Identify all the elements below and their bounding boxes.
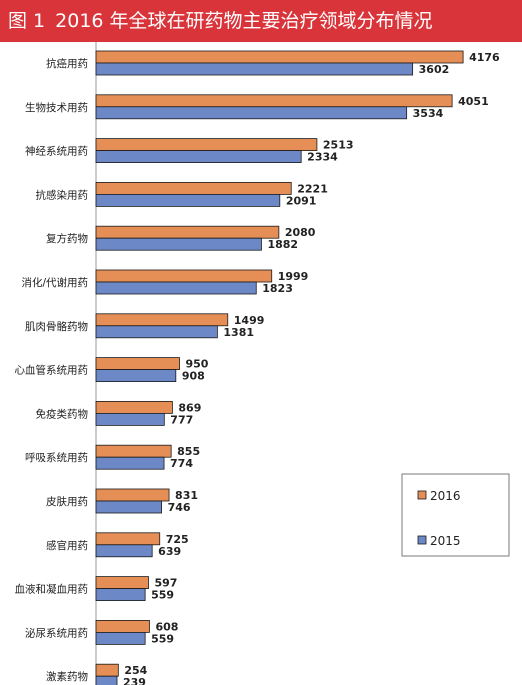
category-label: 呼吸系统用药: [25, 451, 88, 464]
category-label: 肌肉骨骼药物: [25, 320, 88, 333]
value-label-2015: 746: [168, 501, 191, 514]
bar-2015: [95, 106, 408, 120]
value-label-2015: 1823: [262, 282, 293, 295]
value-label-2015: 777: [170, 413, 193, 426]
value-label-2015: 3534: [413, 107, 444, 120]
category-label: 免疫类药物: [36, 407, 89, 420]
value-label-2016: 2221: [297, 182, 328, 195]
bars-layer: [95, 50, 464, 685]
bar-2016: [95, 269, 273, 283]
bar-2015: [95, 325, 218, 339]
value-label-2015: 2334: [307, 151, 338, 164]
bar-2015: [95, 412, 165, 426]
value-label-2015: 908: [182, 370, 205, 383]
bar-2016: [95, 488, 170, 502]
category-label: 神经系统用药: [25, 145, 88, 158]
bar-2016: [95, 576, 149, 589]
bar-2016: [95, 50, 464, 64]
bar-2016: [95, 400, 173, 414]
bar-2016: [95, 181, 292, 195]
category-label: 激素药物: [46, 670, 88, 683]
figure-title-bar: 图 1 2016 年全球在研药物主要治疗领域分布情况: [0, 0, 522, 42]
legend-label-2016: 2016: [430, 489, 461, 503]
bar-2015: [95, 544, 153, 558]
bar-2015: [95, 369, 177, 383]
bar-chart: 抗癌用药 4176 3602 生物技术用药 4051 3534 神经系统用药 25132334…: [15, 42, 510, 685]
value-label-2016: 831: [175, 489, 198, 502]
value-label-2016: 608: [155, 620, 178, 633]
value-label-2016: 1499: [234, 314, 265, 327]
bar-2015: [95, 500, 162, 514]
value-label-2016: 869: [178, 401, 201, 414]
value-label-2015: 559: [151, 589, 174, 602]
value-label-2016: 725: [166, 533, 189, 546]
value-label-2016: 4051: [458, 95, 489, 108]
legend: 2016 2015: [401, 473, 510, 557]
value-label-2015: 3602: [419, 63, 450, 76]
value-label-2016: 1999: [278, 270, 309, 283]
labels-layer: 抗癌用药 4176 3602 生物技术用药 4051 3534 神经系统用药 25132334…: [15, 51, 501, 685]
bar-2015: [95, 237, 262, 251]
value-label-2016: 855: [177, 445, 200, 458]
value-label-2015: 1882: [267, 238, 298, 251]
bar-2016: [95, 663, 119, 677]
bar-2015: [95, 588, 146, 601]
figure-label: 图 1: [8, 10, 46, 32]
legend-swatch-2016: [417, 490, 427, 500]
bar-2015: [95, 632, 146, 645]
bar-2015: [95, 193, 281, 207]
category-label: 血液和凝血用药: [15, 583, 89, 596]
bar-2016: [95, 94, 453, 108]
bar-2016: [95, 357, 180, 371]
value-label-2016: 597: [154, 577, 177, 590]
value-label-2015: 2091: [286, 194, 317, 207]
value-label-2015: 639: [158, 545, 181, 558]
bar-2015: [95, 675, 118, 685]
bar-2016: [95, 138, 318, 151]
legend-label-2015: 2015: [430, 534, 461, 548]
bar-2016: [95, 225, 280, 239]
value-label-2015: 239: [123, 676, 146, 685]
bar-2015: [95, 62, 414, 76]
category-label: 泌尿系统用药: [25, 626, 88, 639]
bar-2015: [95, 281, 257, 295]
category-label: 心血管系统用药: [15, 364, 89, 377]
category-label: 抗感染用药: [36, 188, 89, 201]
value-label-2015: 1381: [223, 326, 254, 339]
value-label-2016: 2080: [285, 226, 316, 239]
bar-2016: [95, 444, 172, 458]
category-label: 感官用药: [46, 539, 88, 552]
value-label-2016: 4176: [469, 51, 500, 64]
category-label: 复方药物: [46, 232, 88, 245]
category-label: 生物技术用药: [25, 101, 88, 114]
value-label-2016: 950: [186, 358, 209, 371]
bar-2015: [95, 150, 302, 163]
value-label-2016: 2513: [323, 139, 354, 152]
bar-2016: [95, 532, 161, 546]
bar-2015: [95, 456, 165, 470]
category-label: 抗癌用药: [46, 57, 88, 70]
legend-swatch-2015: [417, 535, 427, 545]
value-label-2015: 559: [151, 632, 174, 645]
bar-2016: [95, 620, 150, 633]
value-label-2016: 254: [124, 664, 147, 677]
figure-title: 2016 年全球在研药物主要治疗领域分布情况: [55, 10, 433, 32]
category-label: 皮肤用药: [46, 495, 88, 508]
category-label: 消化/代谢用药: [21, 276, 88, 289]
value-label-2015: 774: [170, 457, 193, 470]
bar-2016: [95, 313, 229, 327]
